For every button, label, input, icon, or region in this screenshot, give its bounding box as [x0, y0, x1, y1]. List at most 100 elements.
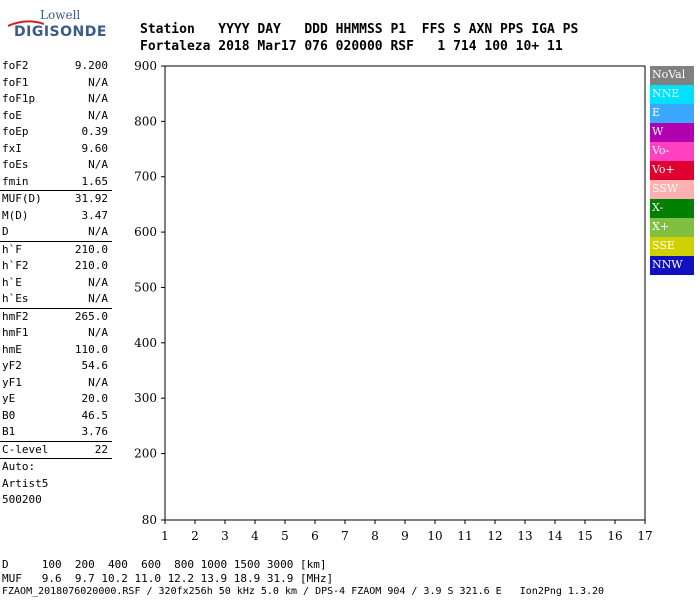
param-row: h`F2 210.0: [0, 258, 112, 275]
param-name: B0: [2, 408, 16, 422]
x-tick-label: 1: [161, 529, 169, 543]
legend-entry: SSW: [650, 180, 694, 199]
x-tick-label: 4: [251, 529, 259, 543]
param-name: hmF2: [2, 309, 29, 323]
x-tick-label: 8: [371, 529, 379, 543]
y-tick-label: 300: [134, 391, 157, 405]
param-value: 46.5: [81, 408, 109, 422]
param-row: h`E N/A: [0, 275, 112, 292]
param-name: hmF1: [2, 326, 29, 339]
plot-frame: [164, 65, 646, 521]
x-tick-label: 9: [401, 529, 409, 543]
footer-file-info: FZAOM_2018076020000.RSF / 320fx256h 50 k…: [2, 586, 605, 597]
param-row: foE N/A: [0, 108, 112, 125]
x-tick-label: 15: [577, 529, 592, 543]
param-row: B1 3.76: [0, 424, 112, 441]
param-name: h`Es: [2, 292, 29, 305]
param-value: N/A: [88, 92, 108, 105]
param-value: 110.0: [74, 342, 108, 356]
x-tick-label: 6: [311, 529, 319, 543]
legend-entry: NoVal: [650, 66, 694, 85]
x-tick-label: 7: [341, 529, 349, 543]
autoscale-line2: Artist5: [0, 476, 112, 493]
legend-entry: NNW: [650, 256, 694, 275]
param-row: hmE 110.0: [0, 342, 112, 359]
param-name: B1: [2, 425, 16, 438]
param-name: h`F2: [2, 259, 29, 272]
param-value: 9.60: [81, 141, 109, 155]
param-row: fxI 9.60: [0, 141, 112, 158]
param-name: D: [2, 225, 9, 238]
param-name: hmE: [2, 342, 22, 356]
param-row: yF1 N/A: [0, 375, 112, 392]
param-name: C-level: [2, 442, 49, 456]
param-name: M(D): [2, 208, 29, 222]
param-value: N/A: [88, 326, 108, 339]
param-value: N/A: [88, 375, 108, 389]
param-name: h`E: [2, 275, 22, 289]
param-value: 54.6: [81, 359, 109, 372]
x-tick-label: 12: [487, 529, 502, 543]
param-name: fxI: [2, 141, 22, 155]
y-tick-label: 600: [134, 225, 157, 239]
logo-line1: Lowell: [40, 8, 81, 22]
param-value: 3.76: [81, 425, 109, 438]
param-row: foF2 9.200: [0, 58, 112, 75]
param-row: foEp 0.39: [0, 124, 112, 141]
param-value: N/A: [88, 292, 108, 305]
legend-entry: E: [650, 104, 694, 123]
legend-entry: SSE: [650, 237, 694, 256]
param-separator: [0, 440, 112, 442]
x-tick-label: 13: [517, 529, 532, 543]
param-row: foF1p N/A: [0, 91, 112, 108]
param-value: 1.65: [81, 174, 109, 188]
param-row: D N/A: [0, 224, 112, 241]
chart-axes: 1 2 3 4 5 6 7 8 9 10 11 12 13 14 15 16 17802003004005006…: [134, 59, 653, 543]
param-row: fmin 1.65: [0, 174, 112, 191]
param-row: hmF2 265.0: [0, 309, 112, 326]
y-tick-label: 800: [134, 114, 157, 128]
y-tick-label: 700: [134, 170, 157, 184]
autoscale-line1: Auto:: [0, 459, 112, 476]
param-row: foF1 N/A: [0, 75, 112, 92]
param-value: 265.0: [74, 309, 108, 323]
param-separator: [0, 307, 112, 309]
autoscale-text: 500200: [2, 493, 42, 506]
param-value: 9.200: [74, 59, 108, 72]
param-name: yF2: [2, 359, 22, 372]
legend-entry: W: [650, 123, 694, 142]
param-separator: [0, 458, 112, 459]
param-value: 210.0: [74, 259, 108, 272]
param-row: C-level 22: [0, 442, 112, 459]
param-value: 3.47: [81, 208, 109, 222]
param-row: yF2 54.6: [0, 358, 112, 375]
param-value: N/A: [88, 75, 108, 89]
param-name: yF1: [2, 375, 22, 389]
param-value: 210.0: [74, 242, 108, 256]
legend-entry: NNE: [650, 85, 694, 104]
param-row: hmF1 N/A: [0, 325, 112, 342]
header-values: Fortaleza 2018 Mar17 076 020000 RSF 1 71…: [140, 39, 563, 54]
param-row: B0 46.5: [0, 408, 112, 425]
y-tick-label: 200: [134, 447, 157, 461]
param-value: 22: [94, 442, 108, 456]
y-tick-label: 500: [134, 280, 157, 294]
logo-swoosh-icon: [8, 20, 44, 27]
legend-entry: X+: [650, 218, 694, 237]
autoscale-text: Artist5: [2, 476, 49, 490]
scaled-parameters-panel: foF2 9.200 foF1 N/A foF1p N/A foE N/A foEp 0.39 fx…: [0, 58, 112, 509]
x-tick-label: 10: [427, 529, 442, 543]
footer-distance-row: D 100 200 400 600 800 1000 1500 3000 [km…: [2, 558, 327, 571]
x-tick-label: 3: [221, 529, 229, 543]
lowell-digisonde-logo: Lowell DIGISONDE: [2, 6, 132, 46]
y-tick-label: 900: [134, 59, 157, 73]
param-value: 31.92: [74, 192, 108, 205]
param-name: fmin: [2, 174, 29, 188]
param-name: foEp: [2, 125, 29, 138]
x-tick-label: 2: [191, 529, 199, 543]
param-name: MUF(D): [2, 192, 42, 205]
legend-entry: Vo-: [650, 142, 694, 161]
param-row: h`Es N/A: [0, 291, 112, 308]
param-name: foE: [2, 108, 22, 122]
